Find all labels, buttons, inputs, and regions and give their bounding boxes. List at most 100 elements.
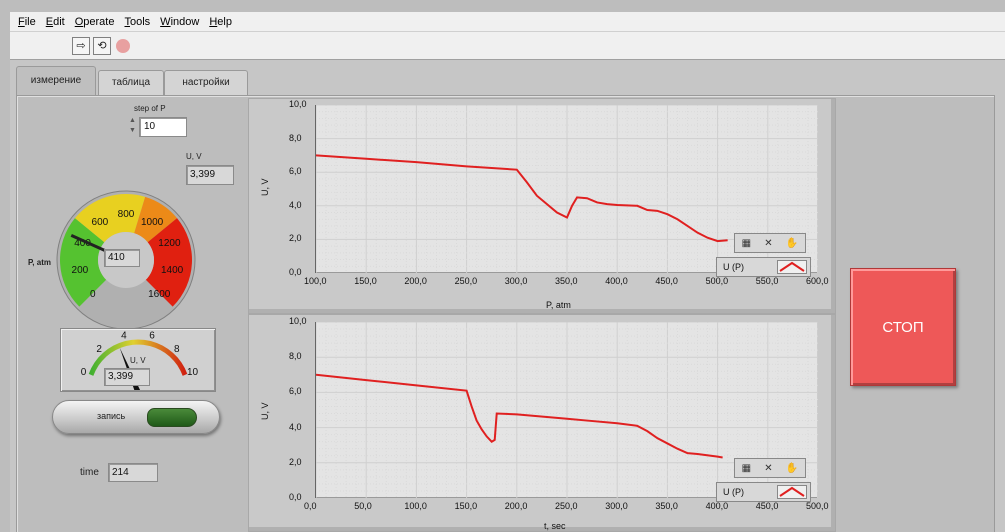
- toolbar: ⇨ ⟲: [10, 32, 1005, 60]
- y-tick-label: 0,0: [289, 267, 302, 277]
- x-tick-label: 450,0: [655, 276, 678, 286]
- graph-top-xlabel: P, atm: [546, 300, 571, 310]
- x-tick-label: 500,0: [705, 276, 729, 286]
- zoom-icon[interactable]: ▦: [741, 462, 752, 474]
- x-tick-label: 250,0: [454, 276, 478, 286]
- gauge-zone-yellow: [74, 194, 146, 243]
- series-line-u-p: [315, 373, 723, 459]
- series-line-u-p: [315, 154, 728, 243]
- gauge-digital-display: 410: [104, 249, 140, 267]
- gauge-tick-label: 600: [92, 217, 109, 228]
- meter-tick-label: 6: [149, 331, 155, 342]
- x-tick-label: 550,0: [755, 276, 779, 286]
- x-tick-label: 100,0: [304, 276, 327, 286]
- graph-bottom-palette: ▦ ✕ ✋: [734, 458, 806, 478]
- gauge-tick-label: 200: [72, 265, 89, 276]
- tab-table[interactable]: таблица: [98, 70, 164, 96]
- y-tick-label: 2,0: [289, 233, 302, 244]
- x-tick-label: 200,0: [404, 276, 427, 286]
- time-indicator: 214: [108, 463, 158, 482]
- x-tick-label: 350,0: [655, 501, 678, 511]
- gauge-zone-green: [60, 218, 107, 307]
- y-tick-label: 4,0: [289, 199, 302, 210]
- y-tick-label: 4,0: [289, 421, 302, 432]
- time-label: time: [80, 467, 99, 478]
- menu-bar: File Edit Operate Tools Window Help: [10, 12, 1005, 32]
- x-tick-label: 450,0: [755, 501, 779, 511]
- gauge-tick-label: 800: [118, 209, 135, 220]
- x-tick-label: 500,0: [806, 501, 829, 511]
- meter-tick-label: 0: [81, 367, 87, 378]
- hand-pan-icon[interactable]: ✋: [785, 237, 799, 249]
- gauge-tick-label: 1200: [158, 238, 181, 249]
- x-tick-label: 50,0: [354, 501, 372, 511]
- run-continuously-icon[interactable]: ⟲: [93, 37, 111, 55]
- x-tick-label: 350,0: [555, 276, 578, 286]
- graph-top-legend[interactable]: U (P): [716, 257, 811, 277]
- cursor-tool-icon[interactable]: ✕: [764, 462, 773, 474]
- gauge-label: P, atm: [28, 258, 51, 267]
- legend-line-swatch: [777, 485, 807, 499]
- graph-top-palette: ▦ ✕ ✋: [734, 233, 806, 253]
- y-tick-label: 2,0: [289, 456, 302, 467]
- x-tick-label: 0,0: [304, 501, 317, 511]
- menu-help[interactable]: Help: [209, 15, 232, 28]
- x-tick-label: 400,0: [705, 501, 729, 511]
- legend-line-swatch: [777, 260, 807, 274]
- x-tick-label: 250,0: [555, 501, 578, 511]
- run-arrow-icon[interactable]: ⇨: [72, 37, 90, 55]
- y-tick-label: 10,0: [289, 316, 307, 326]
- tab-settings[interactable]: настройки: [164, 70, 248, 96]
- x-tick-label: 300,0: [504, 276, 528, 286]
- record-button-label: запись: [97, 411, 126, 421]
- gauge-tick-label: 0: [90, 289, 96, 300]
- record-led: [147, 408, 197, 427]
- step-input[interactable]: 10: [139, 117, 187, 137]
- x-tick-label: 200,0: [504, 501, 528, 511]
- y-tick-label: 6,0: [289, 166, 302, 177]
- menu-operate[interactable]: Operate: [74, 15, 115, 28]
- meter-tick-label: 8: [174, 344, 180, 355]
- graph-bottom-legend[interactable]: U (P): [716, 482, 811, 502]
- menu-tools[interactable]: Tools: [124, 15, 151, 28]
- menu-file[interactable]: File: [18, 15, 36, 28]
- y-tick-label: 8,0: [289, 351, 302, 362]
- gauge-tick-label: 1400: [161, 265, 184, 276]
- cursor-tool-icon[interactable]: ✕: [764, 237, 773, 249]
- hand-pan-icon[interactable]: ✋: [785, 462, 799, 474]
- meter-tick-label: 4: [121, 331, 127, 342]
- graph-top-ylabel: U, V: [260, 178, 270, 196]
- graph-bottom-legend-label: U (P): [723, 487, 744, 497]
- meter-tick-label: 2: [96, 344, 102, 355]
- abort-icon[interactable]: [116, 39, 130, 53]
- x-tick-label: 150,0: [454, 501, 478, 511]
- record-button[interactable]: запись: [52, 400, 220, 434]
- y-tick-label: 6,0: [289, 386, 302, 397]
- graph-top-legend-label: U (P): [723, 262, 744, 272]
- gauge-tick-label: 1600: [148, 289, 171, 300]
- x-tick-label: 100,0: [404, 501, 427, 511]
- graph-bottom-ylabel: U, V: [260, 402, 270, 420]
- x-tick-label: 400,0: [605, 276, 628, 286]
- meter-scale-arc: [88, 339, 188, 376]
- uv-label: U, V: [186, 152, 202, 161]
- x-tick-label: 150,0: [354, 276, 377, 286]
- step-increment-decrement[interactable]: ▲ ▼: [129, 117, 136, 134]
- meter-label: U, V: [130, 356, 146, 365]
- y-tick-label: 0,0: [289, 492, 302, 502]
- gauge-zone-red: [145, 218, 192, 307]
- x-tick-label: 300,0: [605, 501, 628, 511]
- x-tick-label: 600,0: [806, 276, 829, 286]
- gauge-tick-label: 1000: [141, 217, 164, 228]
- tab-measurement[interactable]: измерение: [16, 66, 96, 96]
- menu-edit[interactable]: Edit: [45, 15, 65, 28]
- meter-needle: [119, 347, 141, 390]
- meter-digital-display: 3,399: [104, 368, 150, 386]
- meter-tick-label: 10: [187, 367, 199, 378]
- y-tick-label: 10,0: [289, 99, 307, 109]
- y-tick-label: 8,0: [289, 132, 302, 143]
- step-label: step of P: [134, 104, 166, 113]
- menu-window[interactable]: Window: [160, 15, 200, 28]
- stop-button[interactable]: СТОП: [850, 268, 956, 386]
- zoom-icon[interactable]: ▦: [741, 237, 752, 249]
